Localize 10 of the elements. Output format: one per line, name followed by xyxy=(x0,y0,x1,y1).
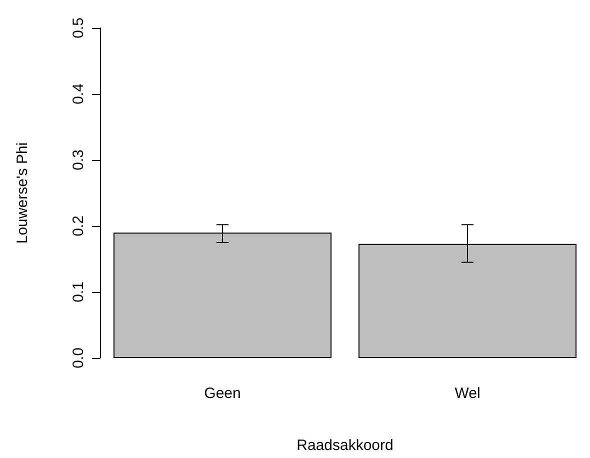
y-tick-label: 0.1 xyxy=(70,282,87,302)
y-tick-label: 0.4 xyxy=(70,84,87,104)
x-axis-title: Raadsakkoord xyxy=(296,437,394,454)
y-tick-label: 0.5 xyxy=(70,18,87,38)
y-tick-label: 0.0 xyxy=(70,348,87,368)
y-axis-title: Louwerse's Phi xyxy=(14,142,31,244)
y-tick-label: 0.3 xyxy=(70,150,87,170)
x-tick-label: Wel xyxy=(454,385,480,402)
x-tick-label: Geen xyxy=(204,385,241,402)
y-tick-label: 0.2 xyxy=(70,216,87,236)
